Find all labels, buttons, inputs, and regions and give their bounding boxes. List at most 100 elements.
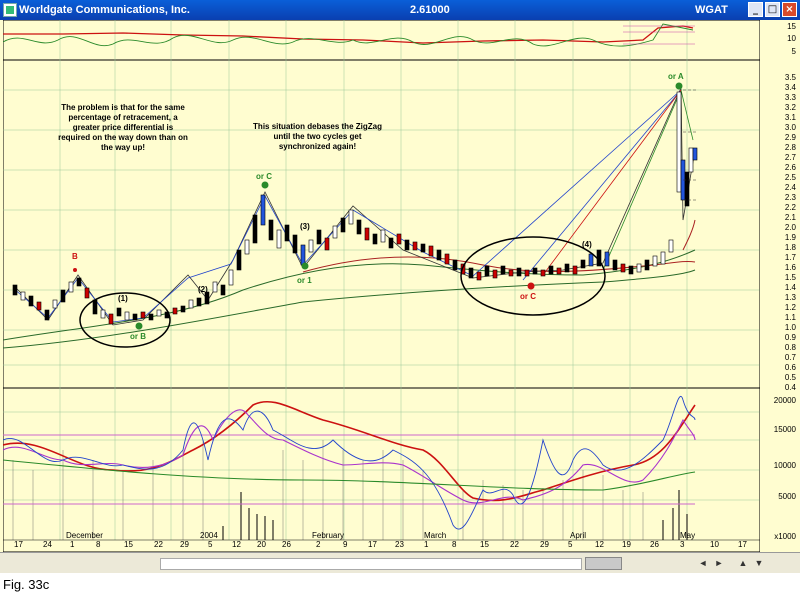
wave-label-4: (4): [582, 240, 592, 249]
date-tick: 23: [395, 540, 404, 549]
date-tick: 8: [452, 540, 457, 549]
month-label: 2004: [200, 531, 218, 540]
date-tick: 2: [316, 540, 321, 549]
ellipses: [79, 236, 606, 348]
y-tick: 2.7: [784, 153, 796, 162]
date-tick: 5: [208, 540, 213, 549]
y-tick: 2.4: [784, 183, 796, 192]
date-tick: 12: [232, 540, 241, 549]
y-tick: 0.7: [784, 353, 796, 362]
date-tick: 26: [650, 540, 659, 549]
scrollbar-thumb[interactable]: [585, 557, 622, 570]
date-tick: 15: [480, 540, 489, 549]
volume-indicators: [3, 396, 696, 530]
wave-label-3: (3): [300, 222, 310, 231]
month-label: March: [424, 531, 447, 540]
y-tick: 20000: [773, 396, 796, 405]
volume-bars: [222, 490, 688, 540]
y-tick: 1.8: [784, 243, 796, 252]
ticker-symbol: WGAT: [695, 4, 728, 16]
date-tick: 1: [70, 540, 75, 549]
y-tick: 10000: [773, 461, 796, 470]
date-tick: 22: [510, 540, 519, 549]
date-tick: 1: [424, 540, 429, 549]
y-tick: 1.1: [784, 313, 796, 322]
y-tick: 3.0: [784, 123, 796, 132]
date-tick: 10: [710, 540, 719, 549]
y-tick: 5000: [778, 492, 796, 501]
date-tick: 29: [540, 540, 549, 549]
maximize-button[interactable]: □: [765, 2, 780, 17]
y-tick: 10: [787, 34, 796, 43]
date-tick: 12: [595, 540, 604, 549]
y-tick: 2.0: [784, 223, 796, 232]
scrollbar-track[interactable]: [160, 558, 582, 570]
date-tick: 17: [368, 540, 377, 549]
y-tick: 0.6: [784, 363, 796, 372]
date-tick: 5: [568, 540, 573, 549]
wave-dots: [73, 82, 683, 330]
date-tick: 3: [680, 540, 685, 549]
horizontal-scrollbar[interactable]: ◄ ► ▲ ▼: [0, 552, 800, 573]
y-tick: 2.3: [784, 193, 796, 202]
y-tick: 2.9: [784, 133, 796, 142]
current-price: 2.61000: [410, 4, 450, 16]
y-tick: 3.1: [784, 113, 796, 122]
wave-label-or-c-bottom: or C: [520, 292, 536, 301]
month-label: April: [570, 531, 587, 540]
wave-label-or-b: or B: [130, 332, 146, 341]
y-tick: 2.5: [784, 173, 796, 182]
scroll-down-icon[interactable]: ▼: [754, 558, 764, 568]
window-title: Worldgate Communications, Inc.: [19, 4, 190, 16]
price-chart[interactable]: [3, 20, 760, 552]
y-tick: 1.3: [784, 293, 796, 302]
y-tick: 3.2: [784, 103, 796, 112]
top-oscillator: [3, 23, 695, 47]
date-tick: 22: [154, 540, 163, 549]
wave-label-2: (2): [198, 285, 208, 294]
y-tick: 1.9: [784, 233, 796, 242]
scale-lines: [3, 20, 760, 552]
y-tick: 15: [787, 22, 796, 31]
chart-window: Worldgate Communications, Inc. 2.61000 W…: [0, 0, 800, 573]
figure-caption: Fig. 33c: [3, 577, 50, 592]
dashed-levels: [683, 89, 697, 201]
y-tick: 2.2: [784, 203, 796, 212]
date-tick: 17: [738, 540, 747, 549]
month-label: May: [680, 531, 696, 540]
app-icon: [3, 3, 17, 17]
wave-label-1: (1): [118, 294, 128, 303]
y-tick: 2.8: [784, 143, 796, 152]
y-tick: 1.5: [784, 273, 796, 282]
y-tick: 1.6: [784, 263, 796, 272]
y-tick: 3.5: [784, 73, 796, 82]
scroll-up-icon[interactable]: ▲: [738, 558, 748, 568]
y-tick: 1.4: [784, 283, 796, 292]
minimize-button[interactable]: _: [748, 2, 763, 17]
volume-ticks: [12, 440, 644, 540]
month-label: December: [66, 531, 103, 540]
y-tick: 0.5: [784, 373, 796, 382]
y-tick: 0.8: [784, 343, 796, 352]
y-tick: 1.7: [784, 253, 796, 262]
y-tick: 15000: [773, 425, 796, 434]
title-bar: Worldgate Communications, Inc. 2.61000 W…: [0, 0, 800, 20]
date-tick: 29: [180, 540, 189, 549]
wave-label-or-1: or 1: [297, 276, 312, 285]
date-tick: 9: [343, 540, 348, 549]
y-tick: 1.0: [784, 323, 796, 332]
left-annotation: The problem is that for the same percent…: [58, 103, 188, 152]
close-button[interactable]: ×: [782, 2, 797, 17]
wave-label-or-a: or A: [668, 72, 684, 81]
y-tick: 0.9: [784, 333, 796, 342]
candlesticks: [12, 91, 698, 325]
y-tick: 2.6: [784, 163, 796, 172]
scroll-right-icon[interactable]: ►: [714, 558, 724, 568]
date-tick: 26: [282, 540, 291, 549]
date-tick: 17: [14, 540, 23, 549]
wave-label-or-c-top: or C: [256, 172, 272, 181]
y-tick: 0.4: [784, 383, 796, 392]
month-label: February: [312, 531, 345, 540]
y-tick: 3.3: [784, 93, 796, 102]
scroll-left-icon[interactable]: ◄: [698, 558, 708, 568]
